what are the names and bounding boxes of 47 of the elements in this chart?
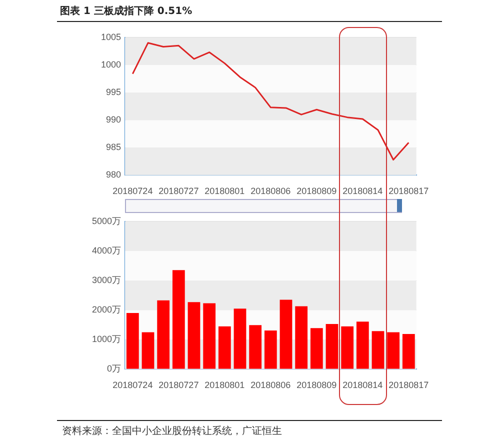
- bar: [142, 332, 154, 369]
- x-tick-label: 20180814: [342, 186, 383, 196]
- bar: [218, 326, 231, 369]
- y-tick-label: 995: [106, 87, 121, 98]
- bar: [356, 322, 369, 369]
- bar: [280, 300, 292, 369]
- bar: [249, 325, 262, 369]
- y-tick-label: 0万: [106, 364, 121, 374]
- bar: [188, 302, 200, 369]
- x-tick-label: 20180724: [112, 186, 153, 196]
- x-tick-label: 20180806: [250, 380, 291, 390]
- bar: [341, 326, 354, 369]
- bar: [310, 328, 323, 369]
- y-tick-label: 2000万: [92, 304, 121, 315]
- y-tick-label: 990: [106, 114, 121, 125]
- x-tick-label: 20180814: [342, 380, 383, 390]
- text: 资料来源：全国中小企业股份转让系统，广证恒生: [62, 424, 282, 438]
- bar: [157, 300, 170, 369]
- y-tick-label: 5000万: [92, 216, 121, 226]
- x-tick-label: 20180801: [204, 380, 245, 390]
- y-tick-label: 3000万: [92, 275, 121, 286]
- y-tick-label: 4000万: [92, 245, 121, 256]
- x-tick-label: 20180727: [158, 186, 199, 196]
- bar: [203, 303, 216, 369]
- bar: [126, 313, 139, 369]
- bar: [402, 334, 415, 369]
- bar: [172, 270, 185, 369]
- x-tick-label: 20180817: [388, 186, 429, 196]
- y-tick-label: 1000万: [92, 334, 121, 344]
- bar: [372, 331, 384, 369]
- x-tick-label: 20180801: [204, 186, 245, 196]
- x-tick-label: 20180809: [296, 186, 337, 196]
- x-tick-label: 20180817: [388, 380, 429, 390]
- bar: [387, 332, 400, 369]
- bar: [234, 308, 246, 369]
- bar: [295, 306, 308, 369]
- y-tick-label: 980: [106, 170, 121, 180]
- chart-title: 图表 1 三板成指下降 0.51%: [60, 4, 192, 18]
- bar: [326, 324, 338, 369]
- bar: [264, 330, 277, 369]
- x-tick-label: 20180724: [112, 380, 153, 390]
- y-tick-label: 1000: [100, 59, 121, 70]
- y-tick-label: 985: [106, 142, 121, 152]
- x-tick-label: 20180809: [296, 380, 337, 390]
- y-tick-label: 1005: [100, 32, 121, 42]
- x-tick-label: 20180806: [250, 186, 291, 196]
- x-tick-label: 20180727: [158, 380, 199, 390]
